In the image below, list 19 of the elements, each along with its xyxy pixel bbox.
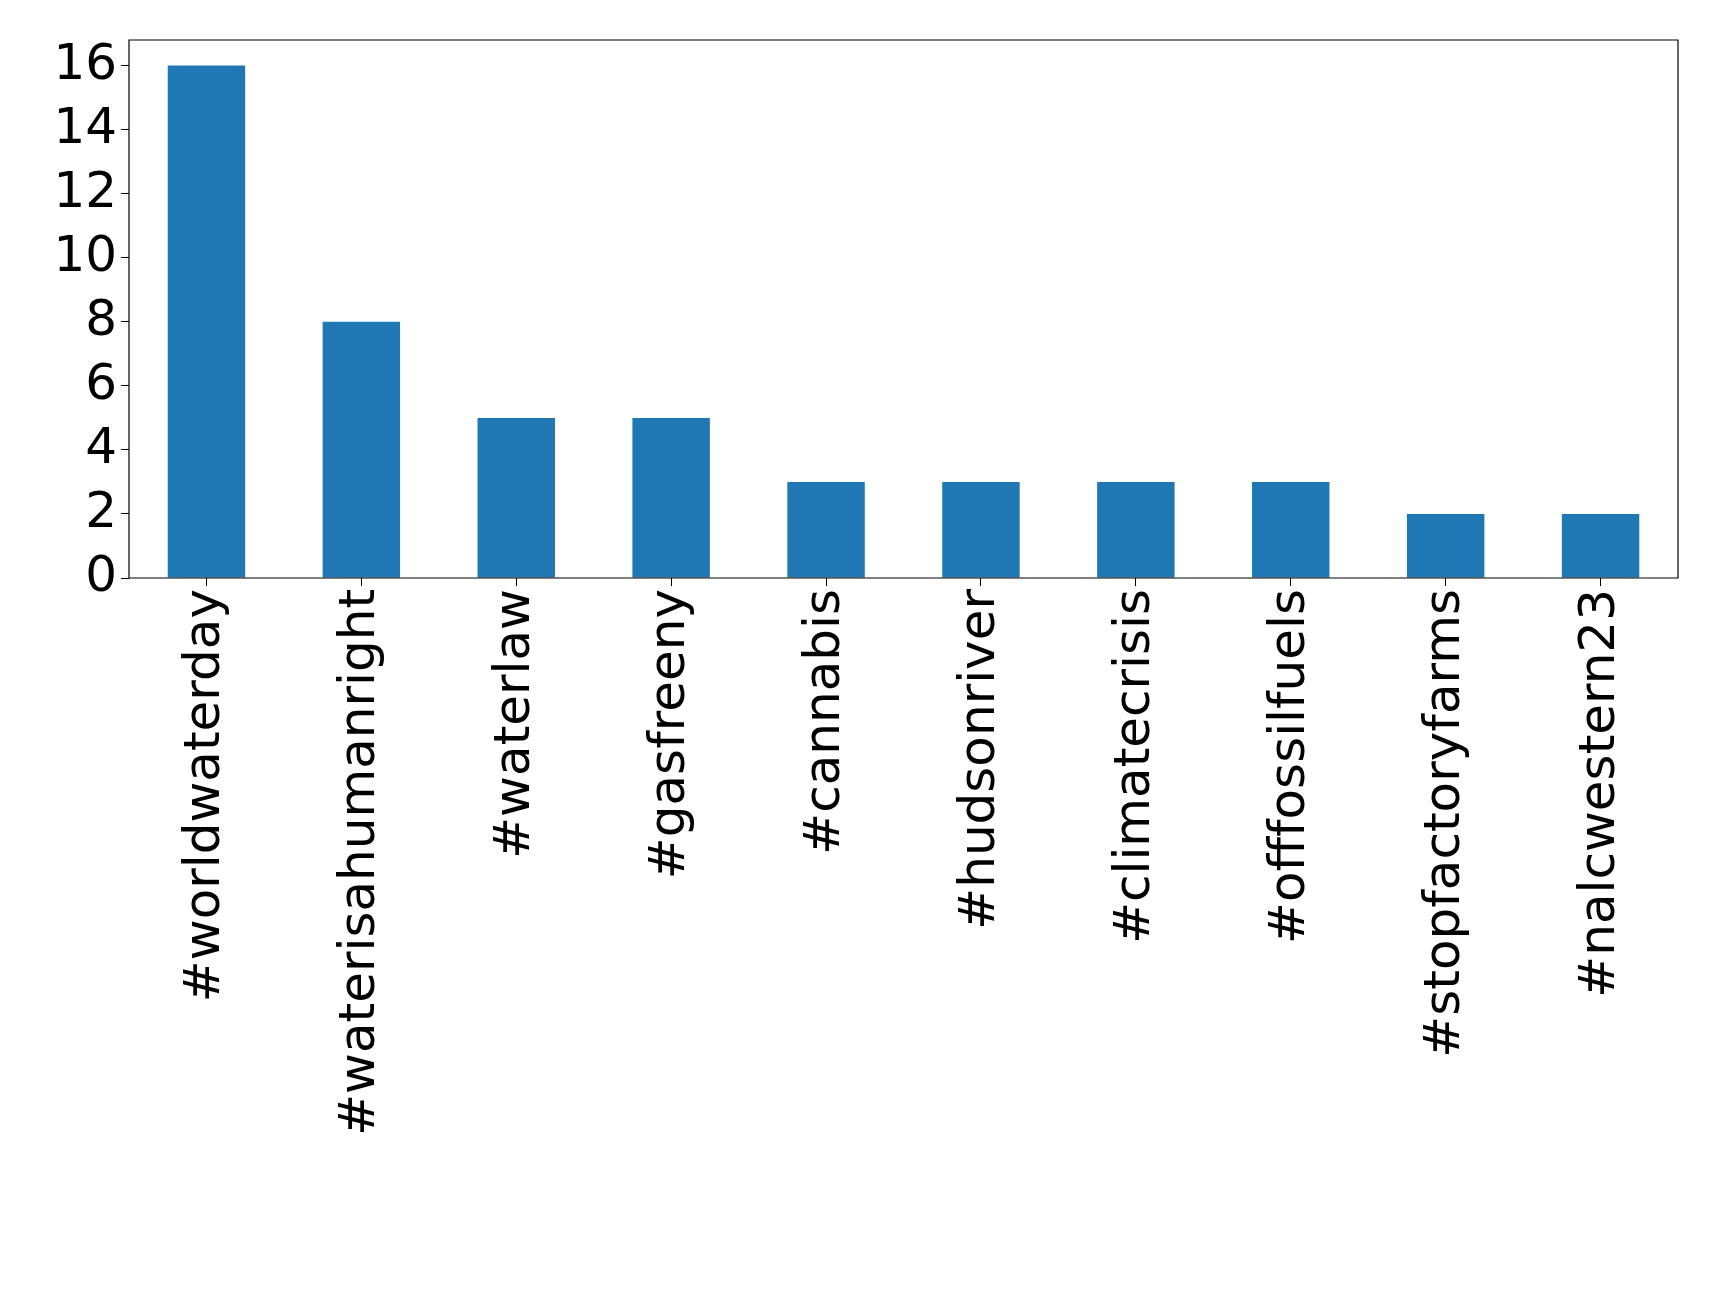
x-tick-label: #stopfactoryfarms <box>1412 589 1471 1058</box>
y-tick-label: 14 <box>53 96 117 155</box>
x-tick-label: #climatecrisis <box>1102 589 1161 944</box>
x-tick-label: #waterlaw <box>483 589 542 859</box>
x-tick-label: #cannabis <box>793 589 852 855</box>
y-tick-label: 12 <box>53 160 117 219</box>
y-tick-label: 10 <box>53 224 117 283</box>
x-tick-label: #worldwaterday <box>173 589 232 1003</box>
y-tick-label: 6 <box>85 352 117 411</box>
y-tick-label: 8 <box>85 288 117 347</box>
y-tick-label: 2 <box>85 480 117 539</box>
x-tick-label: #nalcwestern23 <box>1567 589 1626 998</box>
y-tick-label: 16 <box>53 32 117 91</box>
x-tick-label: #gasfreeny <box>638 589 697 880</box>
x-tick-label: #offfossilfuels <box>1257 589 1316 945</box>
x-tick-label: #hudsonriver <box>947 588 1006 930</box>
x-tick-label: #waterisahumanright <box>328 589 387 1136</box>
y-tick-label: 4 <box>85 416 117 475</box>
y-tick-label: 0 <box>85 544 117 603</box>
